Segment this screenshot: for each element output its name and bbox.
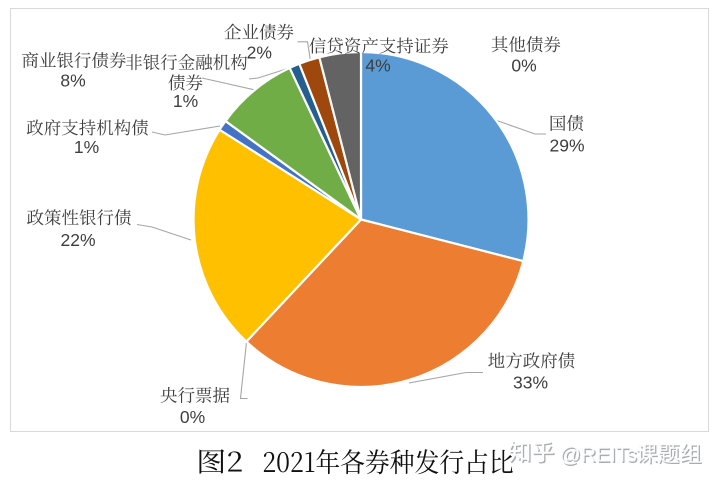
svg-text:2%: 2% xyxy=(247,43,272,63)
svg-text:1%: 1% xyxy=(74,137,99,157)
svg-text:8%: 8% xyxy=(60,71,85,91)
svg-text:0%: 0% xyxy=(180,407,205,427)
svg-text:0%: 0% xyxy=(511,56,536,76)
svg-text:33%: 33% xyxy=(513,373,548,393)
svg-text:22%: 22% xyxy=(60,230,95,250)
svg-text:4%: 4% xyxy=(365,56,390,76)
svg-text:29%: 29% xyxy=(549,136,584,156)
svg-text:@REITs: @REITs xyxy=(560,444,637,467)
svg-text:1%: 1% xyxy=(173,91,198,111)
svg-text:@REITs: @REITs xyxy=(561,445,638,468)
